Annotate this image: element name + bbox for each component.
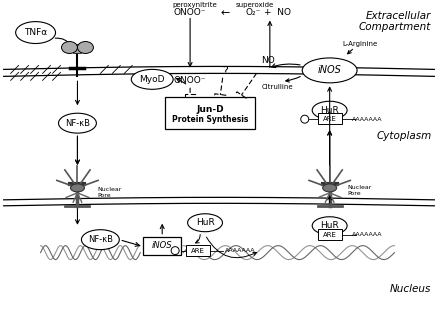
Ellipse shape [131, 69, 173, 89]
Text: Jun-D: Jun-D [196, 105, 224, 114]
Text: ARE: ARE [191, 248, 205, 254]
Text: NO: NO [261, 56, 275, 65]
Bar [186, 245, 210, 255]
Text: ONOO⁻: ONOO⁻ [174, 76, 206, 85]
Bar [165, 97, 255, 129]
Ellipse shape [58, 113, 97, 133]
Text: Cytoplasm: Cytoplasm [376, 131, 431, 141]
Ellipse shape [312, 101, 347, 119]
Text: peroxynitrite: peroxynitrite [173, 2, 218, 8]
Text: AAAAAAA: AAAAAAA [352, 232, 383, 237]
Text: ONOO⁻: ONOO⁻ [174, 8, 206, 17]
Text: O₂⁻: O₂⁻ [245, 8, 260, 17]
Text: MyoD: MyoD [140, 75, 165, 84]
Ellipse shape [312, 217, 347, 235]
Ellipse shape [70, 184, 85, 192]
Text: Nuclear
Pore: Nuclear Pore [348, 185, 372, 196]
Text: ARE: ARE [323, 232, 337, 238]
Text: iNOS: iNOS [152, 241, 172, 250]
Ellipse shape [187, 214, 222, 232]
Text: HuR: HuR [320, 221, 339, 230]
Ellipse shape [62, 42, 78, 54]
Text: Protein Synthesis: Protein Synthesis [172, 115, 248, 124]
Text: Nuclear
Pore: Nuclear Pore [97, 187, 122, 198]
Text: HuR: HuR [320, 106, 339, 115]
Ellipse shape [302, 58, 357, 83]
Text: Citrulline: Citrulline [262, 84, 294, 90]
Text: +  NO: + NO [264, 8, 291, 17]
Ellipse shape [82, 230, 119, 250]
Text: NF-κB: NF-κB [65, 119, 90, 128]
Ellipse shape [323, 184, 337, 192]
Text: Extracellular
Compartment: Extracellular Compartment [359, 11, 431, 32]
Text: NF-κB: NF-κB [88, 235, 113, 244]
Text: TNFα: TNFα [24, 28, 47, 37]
Ellipse shape [78, 42, 93, 54]
Text: AAAAAAA: AAAAAAA [225, 248, 255, 253]
Text: ←: ← [220, 8, 229, 18]
Ellipse shape [16, 22, 55, 44]
Text: Nucleus: Nucleus [390, 285, 431, 295]
Text: HuR: HuR [196, 218, 214, 227]
Text: iNOS: iNOS [318, 65, 342, 75]
Bar [318, 229, 342, 240]
Text: superoxide: superoxide [236, 2, 274, 8]
Text: AAAAAAA: AAAAAAA [352, 117, 383, 122]
Text: ARE: ARE [323, 116, 337, 122]
Text: ?: ? [222, 67, 228, 76]
Text: L-Arginine: L-Arginine [342, 40, 377, 47]
Bar [74, 44, 82, 54]
Bar [318, 113, 342, 124]
Bar [143, 237, 181, 255]
